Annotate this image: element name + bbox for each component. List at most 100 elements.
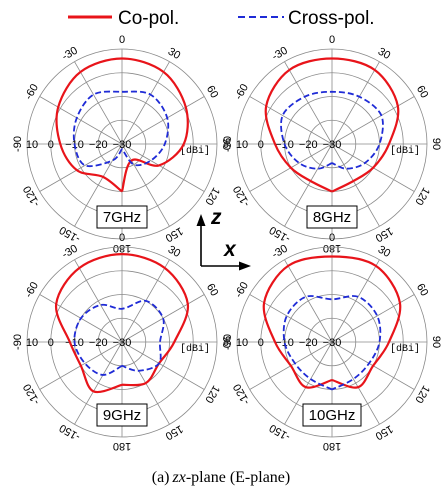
angle-tick-label: 150 — [163, 422, 185, 442]
xpol-curve — [73, 299, 165, 376]
angle-tick-label: -150 — [267, 223, 292, 244]
radial-tick-label: −20 — [89, 139, 108, 151]
unit-label: [dBi] — [180, 343, 210, 355]
grid-spoke — [331, 143, 380, 227]
xpol-curve — [72, 90, 170, 168]
radial-tick-label: 0 — [48, 139, 54, 151]
unit-label: [dBi] — [180, 145, 210, 157]
angle-tick-label: 180 — [323, 440, 341, 452]
grid-spoke — [121, 96, 205, 145]
grid-spoke — [284, 143, 333, 227]
angle-tick-label: -90 — [222, 334, 234, 350]
figure-caption: (a) zx-plane (E-plane) — [152, 469, 290, 486]
grid-spoke — [331, 294, 415, 343]
legend: Co-pol. Cross-pol. — [68, 8, 375, 29]
angle-tick-label: -120 — [231, 382, 252, 407]
xpol-curve — [280, 90, 384, 170]
xpol-curve — [282, 295, 382, 391]
radial-tick-label: −20 — [299, 337, 318, 349]
copol-curve — [55, 57, 189, 193]
grid-spoke — [121, 143, 205, 192]
radial-tick-label: −10 — [275, 337, 294, 349]
angle-tick-label: -90 — [222, 136, 234, 152]
angle-tick-label: -120 — [21, 184, 42, 209]
radial-tick-label: 0 — [258, 139, 264, 151]
radial-tick-label: 10 — [26, 337, 38, 349]
radial-tick-label: −30 — [323, 139, 342, 151]
frequency-label-box — [302, 403, 362, 427]
frequency-label: 7GHz — [103, 209, 141, 226]
frequency-label-box — [306, 205, 358, 229]
frequency-label-box — [96, 403, 148, 427]
radial-tick-label: 0 — [48, 337, 54, 349]
grid-spoke — [74, 341, 123, 425]
angle-tick-label: -90 — [12, 334, 24, 350]
radial-tick-label: −20 — [89, 337, 108, 349]
frequency-label-box — [96, 205, 148, 229]
copol-curve — [262, 255, 402, 389]
angle-tick-label: 180 — [113, 440, 131, 452]
grid-spoke — [39, 96, 123, 145]
angle-tick-label: 120 — [412, 383, 432, 405]
angle-tick-label: 0 — [119, 232, 125, 244]
angle-tick-label: 30 — [376, 244, 393, 261]
grid-spoke — [249, 294, 333, 343]
unit-label: [dBi] — [390, 145, 420, 157]
radial-tick-label: 10 — [26, 139, 38, 151]
copol-curve — [264, 57, 400, 193]
angle-tick-label: 150 — [373, 224, 395, 244]
x-arrowhead-icon — [239, 261, 251, 271]
grid-spoke — [331, 259, 380, 343]
angle-tick-label: 30 — [166, 46, 183, 63]
angle-tick-label: 30 — [376, 46, 393, 63]
grid-spoke — [284, 61, 333, 145]
frequency-label: 9GHz — [103, 407, 141, 424]
grid-spoke — [331, 341, 380, 425]
frequency-label: 10GHz — [309, 407, 356, 424]
grid-spoke — [249, 96, 333, 145]
grid-spoke — [121, 294, 205, 343]
z-arrowhead-icon — [196, 214, 206, 226]
grid-spoke — [74, 143, 123, 227]
grid-spoke — [331, 61, 380, 145]
grid-spoke — [74, 259, 123, 343]
angle-tick-label: 90 — [220, 336, 232, 348]
angle-tick-label: 90 — [430, 138, 441, 150]
angle-tick-label: -150 — [57, 421, 82, 442]
angle-tick-label: 60 — [414, 84, 431, 101]
angle-tick-label: 60 — [204, 282, 221, 299]
grid-spoke — [39, 143, 123, 192]
axis-indicator: z x — [196, 206, 251, 271]
grid-spoke — [284, 341, 333, 425]
angle-tick-label: 120 — [202, 185, 222, 207]
angle-tick-label: -90 — [12, 136, 24, 152]
radial-tick-label: 10 — [236, 337, 248, 349]
radial-tick-label: −20 — [299, 139, 318, 151]
grid-spoke — [331, 96, 415, 145]
grid-spoke — [121, 61, 170, 145]
angle-tick-label: 120 — [202, 383, 222, 405]
angle-tick-label: 60 — [204, 84, 221, 101]
radial-tick-label: 0 — [258, 337, 264, 349]
angle-tick-label: 30 — [166, 244, 183, 261]
angle-tick-label: -150 — [57, 223, 82, 244]
grid-spoke — [121, 341, 205, 390]
radial-tick-label: −30 — [113, 337, 132, 349]
angle-tick-label: 0 — [329, 232, 335, 244]
angle-tick-label: -120 — [21, 382, 42, 407]
angle-tick-label: 150 — [163, 224, 185, 244]
angle-tick-label: 90 — [220, 138, 232, 150]
grid-spoke — [74, 61, 123, 145]
caption-plane: zx — [172, 469, 186, 486]
angle-tick-label: 150 — [373, 422, 395, 442]
angle-tick-label: 120 — [412, 185, 432, 207]
z-axis-label: z — [210, 206, 222, 229]
grid-spoke — [284, 259, 333, 343]
angle-tick-label: -150 — [267, 421, 292, 442]
unit-label: [dBi] — [390, 343, 420, 355]
